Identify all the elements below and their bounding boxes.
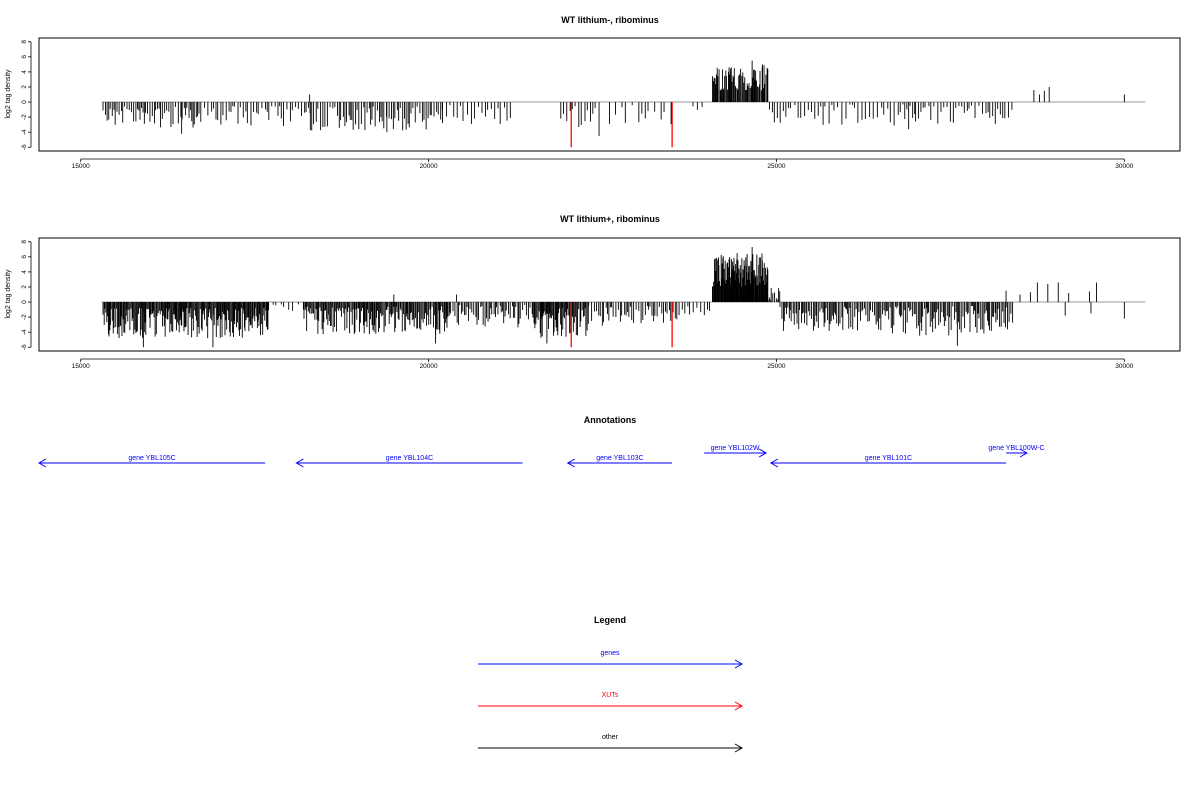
gene-arrow-head: [295, 458, 304, 468]
y-tick-label: 4: [21, 70, 28, 74]
track-panel-lithium-plus: WT lithium+, ribominus log2 tag density …: [5, 214, 1181, 370]
y-tick-label: -4: [21, 129, 28, 135]
legend-label: genes: [600, 650, 620, 657]
axes: -6 -4 -2 0 2 4 6 8 15000 20000 25000 30000: [21, 240, 1134, 370]
track-title: WT lithium-, ribominus: [561, 15, 659, 25]
gene-label: gene YBL103C: [596, 455, 643, 462]
y-tick-label: 6: [21, 255, 28, 259]
gene-annotation: gene YBL103C: [566, 455, 673, 468]
gene-arrow-head: [769, 458, 779, 468]
y-tick-label: 8: [21, 240, 28, 244]
x-tick-label: 30000: [1115, 363, 1133, 370]
annotations-panel: Annotations gene YBL105C gene YBL104C gene…: [37, 415, 1045, 468]
y-tick-label: -6: [21, 344, 28, 350]
x-tick-label: 20000: [420, 163, 438, 170]
legend-item: genes: [478, 650, 744, 669]
gene-arrows: gene YBL105C gene YBL104C gene YBL103C gene…: [37, 445, 1045, 468]
legend-item: other: [478, 734, 744, 753]
gene-annotation: gene YBL102W: [704, 445, 768, 458]
axes: -6 -4 -2 0 2 4 6 8 15000 20000 25000 30000: [21, 40, 1134, 170]
gene-label: gene YBL102W: [711, 445, 760, 452]
legend-item: XUTs: [478, 692, 744, 711]
gene-annotation: gene YBL104C: [295, 455, 523, 468]
legend-items: genes XUTs other: [478, 650, 744, 753]
gene-arrow-head: [37, 458, 47, 468]
gene-arrow-head: [566, 458, 576, 468]
x-tick-label: 20000: [420, 363, 438, 370]
y-tick-label: 2: [21, 285, 28, 289]
legend-label: XUTs: [602, 692, 619, 699]
legend-title: Legend: [594, 615, 626, 625]
y-tick-label: -2: [21, 114, 28, 120]
legend-arrow-head: [734, 659, 744, 669]
gene-arrow-head: [1019, 448, 1028, 458]
legend-arrow-head: [734, 701, 744, 711]
x-tick-label: 25000: [767, 363, 785, 370]
gene-annotation: gene YBL100W-C: [988, 445, 1045, 458]
legend-label: other: [602, 734, 619, 741]
gene-annotation: gene YBL101C: [769, 455, 1007, 468]
gene-label: gene YBL100W-C: [988, 445, 1044, 452]
y-tick-label: 6: [21, 55, 28, 59]
gene-label: gene YBL105C: [128, 455, 175, 462]
y-tick-label: -6: [21, 144, 28, 150]
y-axis-label: log2 tag density: [5, 69, 12, 119]
legend-arrow-head: [734, 743, 744, 753]
y-tick-label: -2: [21, 314, 28, 320]
track-title: WT lithium+, ribominus: [560, 214, 660, 224]
density-bars: [101, 247, 1146, 348]
x-tick-label: 15000: [72, 163, 90, 170]
gene-label: gene YBL104C: [386, 455, 433, 462]
y-tick-label: 4: [21, 270, 28, 274]
plot-frame: [38, 237, 1181, 352]
gene-label: gene YBL101C: [865, 455, 912, 462]
annotations-title: Annotations: [584, 415, 637, 425]
legend-panel: Legend genes XUTs other: [478, 615, 744, 753]
track-panel-lithium-minus: WT lithium-, ribominus log2 tag density …: [5, 15, 1181, 170]
gene-arrow-head: [758, 448, 768, 458]
y-tick-label: 0: [21, 100, 28, 104]
x-tick-label: 30000: [1115, 163, 1133, 170]
density-bars: [101, 60, 1146, 148]
x-tick-label: 25000: [767, 163, 785, 170]
x-tick-label: 15000: [72, 363, 90, 370]
y-tick-label: 0: [21, 300, 28, 304]
plot-frame: [38, 37, 1181, 152]
y-tick-label: -4: [21, 329, 28, 335]
y-tick-label: 8: [21, 40, 28, 44]
gene-annotation: gene YBL105C: [37, 455, 266, 468]
y-axis-label: log2 tag density: [5, 269, 12, 319]
y-tick-label: 2: [21, 85, 28, 89]
